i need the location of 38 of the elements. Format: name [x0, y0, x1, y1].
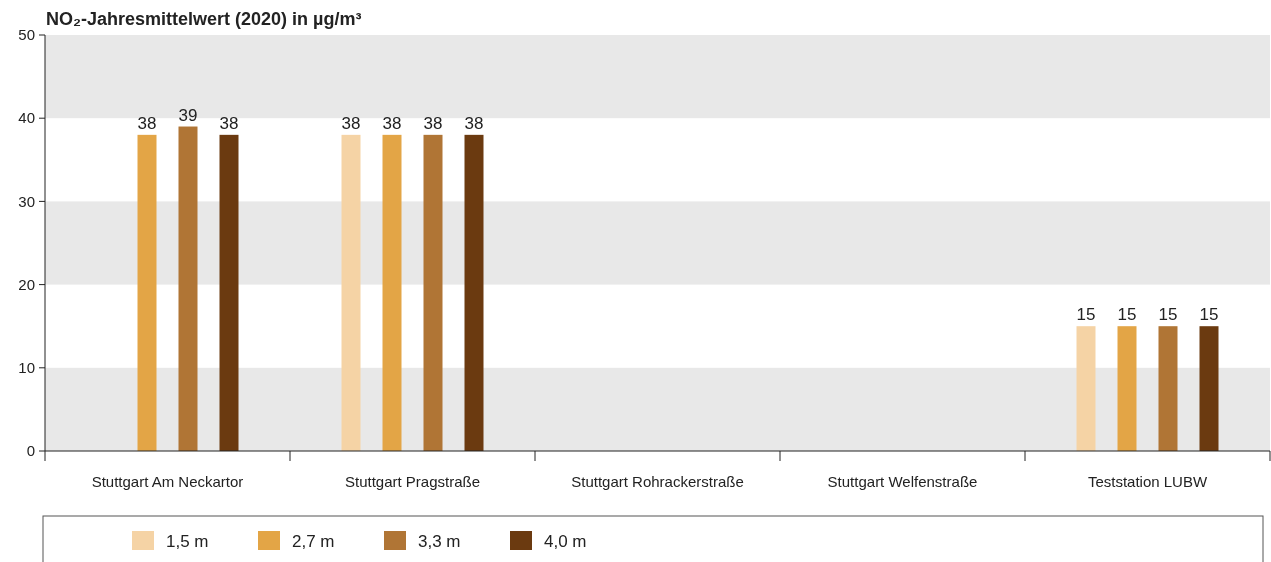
bar [423, 134, 443, 451]
bar [1117, 326, 1137, 451]
x-tick-label: Stuttgart Pragstraße [344, 473, 481, 490]
data-label: 39 [178, 105, 198, 125]
legend-label: 4,0 m [544, 532, 587, 551]
data-label: 38 [137, 113, 157, 133]
data-label: 15 [1117, 305, 1137, 325]
y-tick-label: 0 [26, 442, 35, 460]
data-label: 38 [423, 113, 443, 133]
bar [382, 134, 402, 451]
data-label: 15 [1199, 305, 1219, 325]
data-label: 15 [1076, 305, 1096, 325]
bar [1158, 326, 1178, 451]
legend-label: 1,5 m [166, 532, 209, 551]
x-tick-label: Teststation LUBW [1087, 473, 1208, 490]
y-tick-label: 20 [18, 275, 35, 293]
data-label: 38 [341, 113, 361, 133]
x-tick-label: Stuttgart Rohrackerstraße [571, 473, 744, 490]
bar [178, 126, 198, 451]
legend-label: 2,7 m [292, 532, 335, 551]
y-tick-label: 10 [18, 359, 35, 377]
chart-title: NO₂-Jahresmittelwert (2020) in µg/m³ [46, 9, 362, 29]
bar [1199, 326, 1219, 451]
bar [137, 134, 157, 451]
data-label: 38 [382, 113, 402, 133]
x-tick-label: Stuttgart Welfenstraße [827, 473, 978, 490]
data-label: 15 [1158, 305, 1178, 325]
data-label: 38 [219, 113, 239, 133]
x-tick-label: Stuttgart Am Neckartor [91, 473, 244, 490]
bar [464, 134, 484, 451]
legend-label: 3,3 m [418, 532, 461, 551]
bar [1076, 326, 1096, 451]
bar [219, 134, 239, 451]
y-tick-label: 30 [18, 192, 35, 210]
y-tick-label: 40 [18, 109, 35, 127]
y-tick-label: 50 [18, 26, 35, 44]
data-label: 38 [464, 113, 484, 133]
bar [341, 134, 361, 451]
